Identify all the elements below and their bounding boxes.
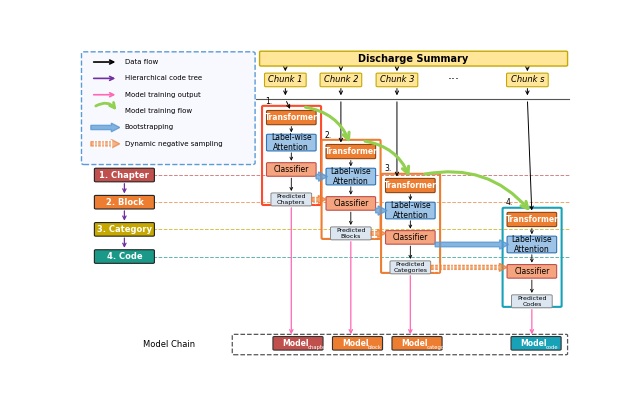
Text: Dynamic negative sampling: Dynamic negative sampling bbox=[125, 141, 222, 147]
Text: 4.: 4. bbox=[506, 198, 513, 207]
FancyBboxPatch shape bbox=[271, 193, 312, 206]
Text: 4. Code: 4. Code bbox=[107, 252, 142, 261]
Text: Classifier: Classifier bbox=[393, 233, 428, 242]
FancyBboxPatch shape bbox=[326, 144, 376, 159]
Text: chapter: chapter bbox=[308, 346, 328, 350]
Text: block: block bbox=[367, 346, 381, 350]
FancyBboxPatch shape bbox=[511, 336, 561, 350]
FancyArrowPatch shape bbox=[365, 141, 408, 174]
FancyBboxPatch shape bbox=[266, 134, 316, 151]
Text: Label-wise
Attention: Label-wise Attention bbox=[511, 235, 552, 254]
Text: Classifier: Classifier bbox=[274, 165, 309, 174]
Text: 3. Category: 3. Category bbox=[97, 225, 152, 234]
Polygon shape bbox=[371, 229, 385, 237]
Text: Transformer: Transformer bbox=[506, 215, 558, 224]
FancyBboxPatch shape bbox=[385, 202, 435, 219]
Text: Predicted
Chapters: Predicted Chapters bbox=[276, 194, 306, 205]
Text: 1.: 1. bbox=[265, 97, 272, 105]
FancyBboxPatch shape bbox=[390, 261, 431, 274]
Text: Classifier: Classifier bbox=[514, 267, 550, 276]
FancyBboxPatch shape bbox=[507, 213, 557, 227]
FancyBboxPatch shape bbox=[326, 168, 376, 185]
Text: 1. Chapter: 1. Chapter bbox=[99, 170, 149, 180]
Text: Transformer: Transformer bbox=[324, 147, 377, 156]
Text: Data flow: Data flow bbox=[125, 59, 158, 65]
Polygon shape bbox=[435, 240, 509, 249]
FancyArrowPatch shape bbox=[424, 172, 528, 209]
FancyBboxPatch shape bbox=[260, 51, 568, 66]
FancyBboxPatch shape bbox=[385, 178, 435, 192]
FancyBboxPatch shape bbox=[330, 227, 371, 240]
Text: code: code bbox=[546, 346, 559, 350]
FancyBboxPatch shape bbox=[507, 73, 548, 87]
FancyBboxPatch shape bbox=[320, 73, 362, 87]
Text: Transformer: Transformer bbox=[384, 181, 436, 190]
FancyBboxPatch shape bbox=[507, 265, 557, 278]
Text: 2. Block: 2. Block bbox=[106, 198, 143, 207]
Text: Predicted
Categories: Predicted Categories bbox=[394, 262, 428, 273]
FancyBboxPatch shape bbox=[273, 336, 323, 350]
FancyBboxPatch shape bbox=[385, 231, 435, 244]
FancyBboxPatch shape bbox=[81, 52, 255, 164]
Text: Chunk 3: Chunk 3 bbox=[380, 75, 414, 85]
Text: Model: Model bbox=[401, 339, 428, 348]
FancyBboxPatch shape bbox=[392, 336, 442, 350]
Polygon shape bbox=[91, 140, 120, 148]
Text: Predicted
Blocks: Predicted Blocks bbox=[336, 228, 365, 239]
FancyArrowPatch shape bbox=[305, 107, 349, 140]
Text: Model Chain: Model Chain bbox=[143, 340, 195, 349]
Text: Model: Model bbox=[520, 339, 547, 348]
Polygon shape bbox=[91, 123, 120, 132]
Polygon shape bbox=[316, 172, 328, 181]
FancyBboxPatch shape bbox=[94, 250, 154, 263]
Text: Chunk 1: Chunk 1 bbox=[268, 75, 303, 85]
Polygon shape bbox=[376, 206, 387, 215]
Text: Label-wise
Attention: Label-wise Attention bbox=[390, 201, 431, 220]
FancyArrowPatch shape bbox=[96, 103, 115, 108]
Text: 3.: 3. bbox=[384, 164, 391, 174]
Text: Label-wise
Attention: Label-wise Attention bbox=[271, 133, 312, 152]
Text: Chunk 2: Chunk 2 bbox=[324, 75, 358, 85]
Text: 2.: 2. bbox=[324, 130, 332, 140]
FancyBboxPatch shape bbox=[266, 111, 316, 125]
Text: Classifier: Classifier bbox=[333, 199, 369, 208]
FancyBboxPatch shape bbox=[94, 168, 154, 182]
Text: Discharge Summary: Discharge Summary bbox=[358, 54, 468, 64]
FancyBboxPatch shape bbox=[507, 236, 557, 253]
FancyBboxPatch shape bbox=[326, 196, 376, 210]
Text: Hierarchical code tree: Hierarchical code tree bbox=[125, 75, 202, 81]
FancyBboxPatch shape bbox=[332, 336, 383, 350]
Text: Chunk s: Chunk s bbox=[511, 75, 544, 85]
Polygon shape bbox=[431, 263, 507, 271]
FancyBboxPatch shape bbox=[94, 223, 154, 236]
Text: Bootstrapping: Bootstrapping bbox=[125, 124, 174, 130]
FancyBboxPatch shape bbox=[511, 295, 552, 308]
Text: Model training flow: Model training flow bbox=[125, 108, 192, 114]
FancyBboxPatch shape bbox=[376, 73, 418, 87]
Text: Model: Model bbox=[282, 339, 308, 348]
Text: Predicted
Codes: Predicted Codes bbox=[517, 296, 547, 307]
Text: Model training output: Model training output bbox=[125, 92, 200, 98]
Text: ···: ··· bbox=[447, 73, 460, 87]
Text: Label-wise
Attention: Label-wise Attention bbox=[330, 167, 371, 186]
FancyBboxPatch shape bbox=[94, 195, 154, 209]
Polygon shape bbox=[312, 195, 326, 203]
FancyBboxPatch shape bbox=[264, 73, 306, 87]
FancyBboxPatch shape bbox=[266, 163, 316, 176]
Text: Transformer: Transformer bbox=[265, 113, 317, 122]
Text: Model: Model bbox=[342, 339, 368, 348]
Text: category: category bbox=[427, 346, 451, 350]
